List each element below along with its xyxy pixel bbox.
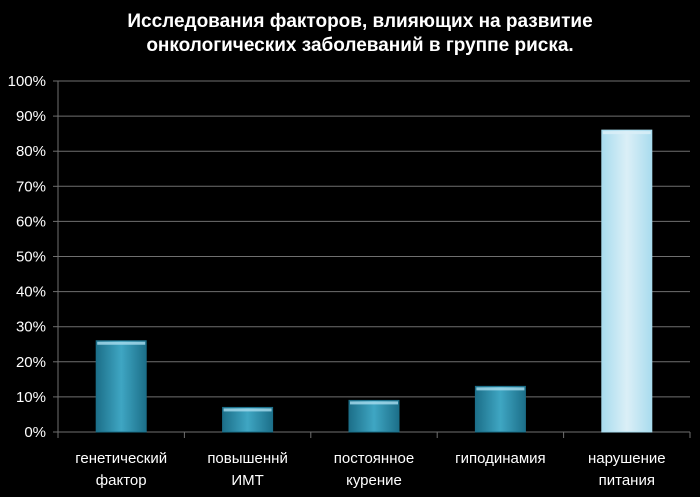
labels: 0% 10% 20% 30% 40% 50% 60% 70% 80% 90% 100% генетич…	[8, 73, 666, 489]
y-tick-label: 50%	[16, 249, 46, 266]
y-tick-label: 100%	[8, 73, 46, 90]
bar	[348, 399, 400, 433]
bar-top-highlight	[602, 131, 651, 135]
bar	[601, 129, 653, 433]
axes	[53, 80, 691, 438]
y-tick-label: 40%	[16, 284, 46, 301]
bars	[95, 129, 653, 433]
bar-top-highlight	[97, 341, 146, 345]
x-category-label-line: питания	[599, 472, 655, 489]
x-category-label: гиподинамия	[455, 450, 546, 467]
x-category-label-line: нарушение	[588, 450, 666, 467]
chart-title: Исследования факторов, влияющих на разви…	[60, 10, 660, 58]
x-category-label: генетический фактор	[75, 450, 167, 489]
y-tick-label: 80%	[16, 143, 46, 160]
bar	[222, 406, 274, 433]
y-tick-label: 20%	[16, 354, 46, 371]
x-category-label: повышеннй ИМТ	[207, 450, 288, 489]
y-tick-label: 70%	[16, 178, 46, 195]
bar-top-highlight	[350, 401, 398, 405]
x-category-label-line: постоянное	[334, 450, 414, 467]
bar	[95, 340, 147, 433]
x-category-label-line: генетический	[75, 450, 167, 467]
x-category-label-line: курение	[346, 472, 402, 489]
x-category-label-line: гиподинамия	[455, 450, 546, 467]
y-tick-label: 10%	[16, 389, 46, 406]
chart-title-line-2: онкологических заболеваний в группе риск…	[146, 35, 574, 56]
chart-title-line-1: Исследования факторов, влияющих на разви…	[127, 11, 593, 32]
y-tick-label: 30%	[16, 319, 46, 336]
y-tick-label: 0%	[24, 424, 46, 441]
y-tick-label: 60%	[16, 213, 46, 230]
x-category-label: нарушение питания	[588, 450, 666, 489]
bar-top-highlight	[476, 387, 525, 391]
x-category-label-line: фактор	[96, 472, 147, 489]
x-category-label-line: ИМТ	[231, 472, 263, 489]
x-category-label-line: повышеннй	[207, 450, 288, 467]
gridlines	[58, 80, 690, 398]
x-category-label: постоянное курение	[334, 450, 414, 489]
bar-top-highlight	[223, 408, 272, 412]
y-tick-label: 90%	[16, 108, 46, 125]
bar	[474, 385, 526, 433]
